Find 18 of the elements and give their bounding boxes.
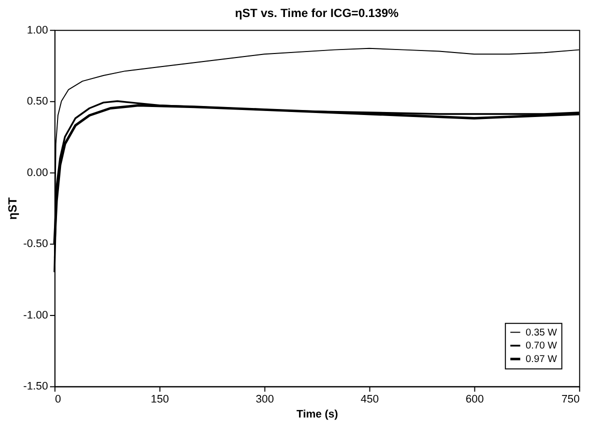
legend-label: 0.35 W bbox=[526, 327, 558, 338]
y-tick-label: -1.50 bbox=[23, 380, 48, 393]
legend-label: 0.70 W bbox=[526, 340, 558, 352]
x-tick-label: 750 bbox=[561, 394, 580, 406]
y-axis-title: ηST bbox=[5, 196, 20, 220]
x-tick-label: 150 bbox=[150, 394, 169, 406]
y-tick-label: 0.00 bbox=[26, 166, 48, 179]
y-tick-label: 0.50 bbox=[26, 96, 48, 108]
x-tick-label: 0 bbox=[54, 394, 62, 406]
x-axis-title: Time (s) bbox=[296, 408, 338, 420]
y-tick-label: 1.00 bbox=[26, 24, 48, 36]
y-tick-label: -1.00 bbox=[23, 309, 48, 322]
legend-label: 0.97 W bbox=[526, 354, 558, 365]
chart-title: ηST vs. Time for ICG=0.139% bbox=[235, 6, 400, 20]
y-tick-label: -0.50 bbox=[23, 238, 48, 250]
x-tick-label: 600 bbox=[466, 394, 484, 406]
x-tick-label: 450 bbox=[360, 394, 379, 406]
x-tick-label: 300 bbox=[256, 394, 274, 406]
